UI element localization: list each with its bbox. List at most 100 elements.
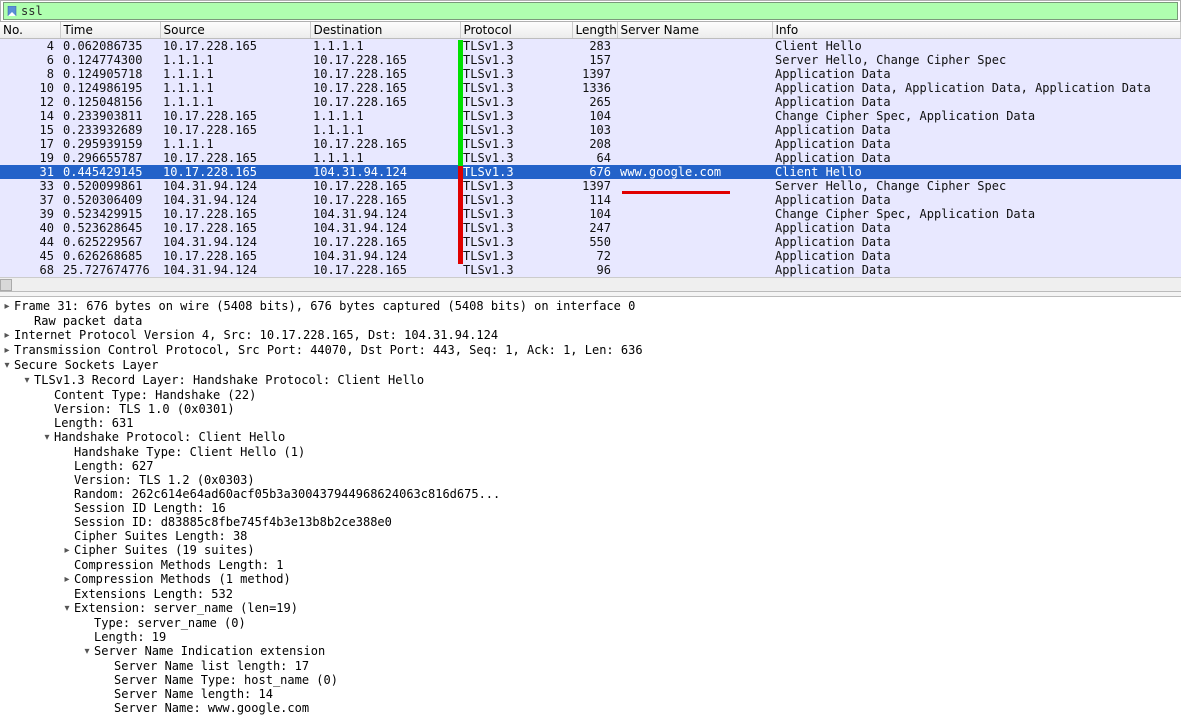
packet-row[interactable]: 390.52342991510.17.228.165104.31.94.124T… (0, 207, 1181, 221)
packet-row[interactable]: 120.1250481561.1.1.110.17.228.165TLSv1.3… (0, 95, 1181, 109)
tree-expand-icon[interactable]: ▸ (60, 572, 74, 587)
tree-row[interactable]: Compression Methods Length: 1 (0, 558, 1181, 572)
tree-row[interactable]: ▸Internet Protocol Version 4, Src: 10.17… (0, 328, 1181, 343)
tree-expand-icon[interactable]: ▸ (0, 328, 14, 343)
packet-row[interactable]: 450.62626868510.17.228.165104.31.94.124T… (0, 249, 1181, 263)
display-filter-wrap[interactable] (3, 2, 1178, 20)
packet-source: 104.31.94.124 (160, 235, 310, 249)
tree-row[interactable]: Length: 627 (0, 459, 1181, 473)
tree-row[interactable]: ▸Frame 31: 676 bytes on wire (5408 bits)… (0, 299, 1181, 314)
tree-row[interactable]: Server Name list length: 17 (0, 659, 1181, 673)
packet-no: 4 (0, 39, 60, 54)
tree-row[interactable]: ▾TLSv1.3 Record Layer: Handshake Protoco… (0, 373, 1181, 388)
tree-row[interactable]: Session ID Length: 16 (0, 501, 1181, 515)
packet-time: 0.124774300 (60, 53, 160, 67)
tree-row[interactable]: Handshake Type: Client Hello (1) (0, 445, 1181, 459)
packet-row[interactable]: 190.29665578710.17.228.1651.1.1.1TLSv1.3… (0, 151, 1181, 165)
tree-collapse-icon[interactable]: ▾ (40, 430, 54, 445)
tree-label: Cipher Suites (19 suites) (74, 543, 255, 557)
tree-row[interactable]: Length: 19 (0, 630, 1181, 644)
tree-toggle-spacer (100, 673, 114, 674)
tree-row[interactable]: Version: TLS 1.2 (0x0303) (0, 473, 1181, 487)
packet-info: Application Data (772, 95, 1181, 109)
tree-row[interactable]: Type: server_name (0) (0, 616, 1181, 630)
tree-expand-icon[interactable]: ▸ (0, 299, 14, 314)
packet-row[interactable]: 150.23393268910.17.228.1651.1.1.1TLSv1.3… (0, 123, 1181, 137)
packet-no: 15 (0, 123, 60, 137)
packet-row[interactable]: 370.520306409104.31.94.12410.17.228.165T… (0, 193, 1181, 207)
tree-row[interactable]: Session ID: d83885c8fbe745f4b3e13b8b2ce3… (0, 515, 1181, 529)
packet-source: 10.17.228.165 (160, 109, 310, 123)
tree-expand-icon[interactable]: ▸ (60, 543, 74, 558)
col-header-source[interactable]: Source (160, 22, 310, 39)
packet-row[interactable]: 170.2959391591.1.1.110.17.228.165TLSv1.3… (0, 137, 1181, 151)
packet-no: 14 (0, 109, 60, 123)
packet-info: Client Hello (772, 39, 1181, 54)
packet-row[interactable]: 6825.727674776104.31.94.12410.17.228.165… (0, 263, 1181, 277)
tree-row[interactable]: ▸Cipher Suites (19 suites) (0, 543, 1181, 558)
packet-source: 10.17.228.165 (160, 123, 310, 137)
display-filter-input[interactable] (21, 4, 1174, 18)
tree-row[interactable]: Length: 631 (0, 416, 1181, 430)
packet-header-row: No. Time Source Destination Protocol Len… (0, 22, 1181, 39)
tree-row[interactable]: Server Name length: 14 (0, 687, 1181, 701)
tree-row[interactable]: ▾Extension: server_name (len=19) (0, 601, 1181, 616)
tree-label: Secure Sockets Layer (14, 358, 159, 372)
tree-row[interactable]: ▾Server Name Indication extension (0, 644, 1181, 659)
tree-row[interactable]: Cipher Suites Length: 38 (0, 529, 1181, 543)
tree-row[interactable]: ▾Secure Sockets Layer (0, 358, 1181, 373)
col-header-no[interactable]: No. (0, 22, 60, 39)
packet-no: 31 (0, 165, 60, 179)
tree-row[interactable]: Raw packet data (0, 314, 1181, 328)
col-header-destination[interactable]: Destination (310, 22, 460, 39)
packet-time: 0.124905718 (60, 67, 160, 81)
packet-length: 265 (572, 95, 617, 109)
tree-toggle-spacer (60, 529, 74, 530)
col-header-info[interactable]: Info (772, 22, 1181, 39)
packet-row[interactable]: 40.06208673510.17.228.1651.1.1.1TLSv1.32… (0, 39, 1181, 54)
col-header-time[interactable]: Time (60, 22, 160, 39)
tree-label: Length: 19 (94, 630, 166, 644)
tree-collapse-icon[interactable]: ▾ (20, 373, 34, 388)
packet-length: 1397 (572, 67, 617, 81)
tree-row[interactable]: Server Name Type: host_name (0) (0, 673, 1181, 687)
tree-collapse-icon[interactable]: ▾ (80, 644, 94, 659)
packet-row[interactable]: 140.23390381110.17.228.1651.1.1.1TLSv1.3… (0, 109, 1181, 123)
tree-row[interactable]: Version: TLS 1.0 (0x0301) (0, 402, 1181, 416)
packet-row[interactable]: 400.52362864510.17.228.165104.31.94.124T… (0, 221, 1181, 235)
tree-expand-icon[interactable]: ▸ (0, 343, 14, 358)
packet-length: 550 (572, 235, 617, 249)
packet-no: 8 (0, 67, 60, 81)
tree-label: Length: 627 (74, 459, 153, 473)
packet-destination: 10.17.228.165 (310, 263, 460, 277)
packet-protocol: TLSv1.3 (460, 53, 572, 67)
col-header-length[interactable]: Length (572, 22, 617, 39)
tree-row[interactable]: ▸Transmission Control Protocol, Src Port… (0, 343, 1181, 358)
col-header-server-name[interactable]: Server Name (617, 22, 772, 39)
horizontal-scrollbar[interactable] (0, 277, 1181, 291)
packet-row[interactable]: 330.520099861104.31.94.12410.17.228.165T… (0, 179, 1181, 193)
tree-row[interactable]: Random: 262c614e64ad60acf05b3a3004379449… (0, 487, 1181, 501)
tree-toggle-spacer (40, 402, 54, 403)
packet-server-name (617, 95, 772, 109)
packet-row[interactable]: 60.1247743001.1.1.110.17.228.165TLSv1.31… (0, 53, 1181, 67)
packet-row[interactable]: 440.625229567104.31.94.12410.17.228.165T… (0, 235, 1181, 249)
packet-source: 1.1.1.1 (160, 67, 310, 81)
col-header-protocol[interactable]: Protocol (460, 22, 572, 39)
tree-row[interactable]: Server Name: www.google.com (0, 701, 1181, 715)
packet-time: 0.295939159 (60, 137, 160, 151)
tree-toggle-spacer (60, 501, 74, 502)
tree-collapse-icon[interactable]: ▾ (0, 358, 14, 373)
scroll-left-button[interactable] (0, 279, 12, 291)
packet-row[interactable]: 100.1249861951.1.1.110.17.228.165TLSv1.3… (0, 81, 1181, 95)
packet-row[interactable]: 80.1249057181.1.1.110.17.228.165TLSv1.31… (0, 67, 1181, 81)
tree-toggle-spacer (100, 701, 114, 702)
tree-row[interactable]: ▾Handshake Protocol: Client Hello (0, 430, 1181, 445)
packet-server-name (617, 193, 772, 207)
packet-row[interactable]: 310.44542914510.17.228.165104.31.94.124T… (0, 165, 1181, 179)
tree-row[interactable]: ▸Compression Methods (1 method) (0, 572, 1181, 587)
tree-row[interactable]: Extensions Length: 532 (0, 587, 1181, 601)
tree-collapse-icon[interactable]: ▾ (60, 601, 74, 616)
tree-row[interactable]: Content Type: Handshake (22) (0, 388, 1181, 402)
packet-info: Change Cipher Spec, Application Data (772, 207, 1181, 221)
